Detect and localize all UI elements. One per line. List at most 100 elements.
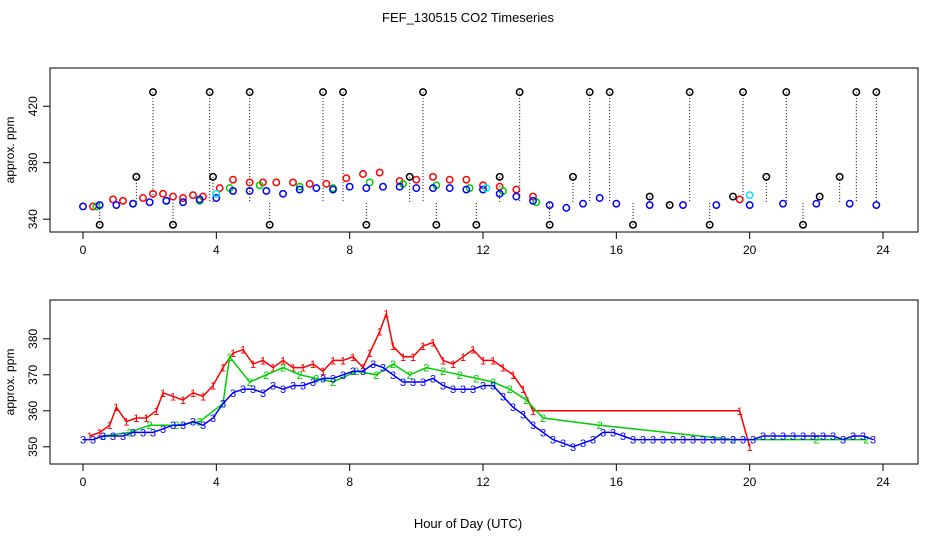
data-point: 3 bbox=[230, 388, 236, 400]
data-point bbox=[405, 172, 414, 181]
data-point: 3 bbox=[520, 409, 526, 421]
data-point bbox=[112, 201, 121, 210]
data-point bbox=[445, 184, 454, 193]
data-point bbox=[852, 88, 861, 97]
data-point: 2 bbox=[280, 363, 286, 375]
x-axis-label: Hour of Day (UTC) bbox=[414, 516, 522, 531]
data-point: 3 bbox=[750, 435, 756, 447]
data-point bbox=[132, 172, 141, 181]
data-point: 1 bbox=[367, 348, 373, 360]
data-point: 3 bbox=[130, 427, 136, 439]
data-point bbox=[215, 184, 224, 193]
data-point: 1 bbox=[170, 391, 176, 403]
data-point: 1 bbox=[430, 337, 436, 349]
data-point bbox=[262, 186, 271, 195]
data-point bbox=[169, 192, 177, 201]
data-point bbox=[712, 201, 721, 210]
data-point: 3 bbox=[760, 431, 766, 443]
data-point bbox=[735, 195, 744, 204]
data-point bbox=[169, 220, 177, 229]
data-point: 3 bbox=[810, 431, 816, 443]
data-point bbox=[189, 191, 197, 200]
data-point bbox=[412, 175, 421, 184]
data-point: 1 bbox=[377, 327, 383, 339]
data-point: 3 bbox=[670, 435, 676, 447]
top-panel: 0 4 8 12 16 20 24 340 380 420 approx. ppm bbox=[3, 67, 919, 257]
data-point: 3 bbox=[150, 427, 156, 439]
data-point bbox=[762, 172, 771, 181]
data-point bbox=[605, 88, 614, 97]
data-point bbox=[179, 194, 187, 202]
data-point: 3 bbox=[210, 413, 216, 425]
data-point: 1 bbox=[500, 363, 506, 375]
data-point: 3 bbox=[300, 381, 306, 393]
data-point: 1 bbox=[230, 348, 236, 360]
data-point bbox=[279, 189, 287, 198]
data-point bbox=[362, 220, 371, 229]
data-point: 2 bbox=[100, 431, 106, 443]
data-point: 3 bbox=[240, 384, 246, 396]
data-point: 2 bbox=[373, 370, 379, 382]
data-point: 3 bbox=[480, 381, 486, 393]
data-point: 3 bbox=[440, 381, 446, 393]
data-point: 1 bbox=[260, 355, 266, 367]
data-point: 1 bbox=[190, 388, 196, 400]
y-tick-label: 340 bbox=[26, 209, 40, 229]
data-point: 3 bbox=[90, 435, 96, 447]
data-point: 1 bbox=[210, 381, 216, 393]
data-point: 1 bbox=[470, 345, 476, 357]
data-point bbox=[872, 88, 881, 97]
data-point bbox=[685, 88, 694, 97]
data-point bbox=[512, 185, 521, 194]
data-point: 1 bbox=[113, 402, 119, 414]
data-point: 3 bbox=[310, 377, 316, 389]
data-point bbox=[545, 220, 554, 229]
data-point bbox=[145, 198, 154, 207]
data-point: 3 bbox=[160, 424, 166, 436]
data-point bbox=[432, 220, 441, 229]
data-point: 1 bbox=[530, 406, 536, 418]
data-point: 3 bbox=[580, 438, 586, 450]
data-point: 3 bbox=[650, 435, 656, 447]
series-1 bbox=[89, 168, 744, 211]
plot-frame bbox=[49, 67, 919, 233]
data-point: 1 bbox=[220, 363, 226, 375]
data-point bbox=[342, 174, 351, 183]
data-point: 2 bbox=[423, 363, 429, 375]
data-point bbox=[95, 201, 104, 210]
data-point: 3 bbox=[180, 420, 186, 432]
data-point: 3 bbox=[260, 388, 266, 400]
data-point bbox=[585, 88, 594, 97]
data-point: 3 bbox=[270, 381, 276, 393]
data-point bbox=[322, 179, 331, 188]
data-point: 1 bbox=[490, 355, 496, 367]
y-tick-label: 360 bbox=[26, 400, 40, 420]
data-point: 1 bbox=[450, 359, 456, 371]
data-point bbox=[745, 191, 754, 200]
data-point: 1 bbox=[153, 406, 159, 418]
data-point bbox=[779, 199, 787, 208]
data-point: 3 bbox=[380, 363, 386, 375]
data-point bbox=[329, 185, 337, 194]
data-point: 3 bbox=[430, 373, 436, 385]
data-point bbox=[212, 189, 221, 198]
data-point: 1 bbox=[280, 355, 286, 367]
data-point: 2 bbox=[147, 420, 153, 432]
data-point: 3 bbox=[220, 399, 226, 411]
data-point: 1 bbox=[520, 384, 526, 396]
data-point bbox=[312, 184, 321, 193]
data-point bbox=[512, 192, 521, 201]
data-point: 1 bbox=[143, 413, 149, 425]
data-point: 3 bbox=[560, 438, 566, 450]
series-line bbox=[89, 310, 751, 448]
data-point: 2 bbox=[540, 413, 546, 425]
data-point bbox=[272, 178, 281, 187]
data-point: 3 bbox=[570, 442, 576, 454]
data-point bbox=[109, 195, 117, 204]
data-point bbox=[245, 178, 254, 187]
data-point: 2 bbox=[263, 370, 269, 382]
data-point: 3 bbox=[850, 431, 856, 443]
